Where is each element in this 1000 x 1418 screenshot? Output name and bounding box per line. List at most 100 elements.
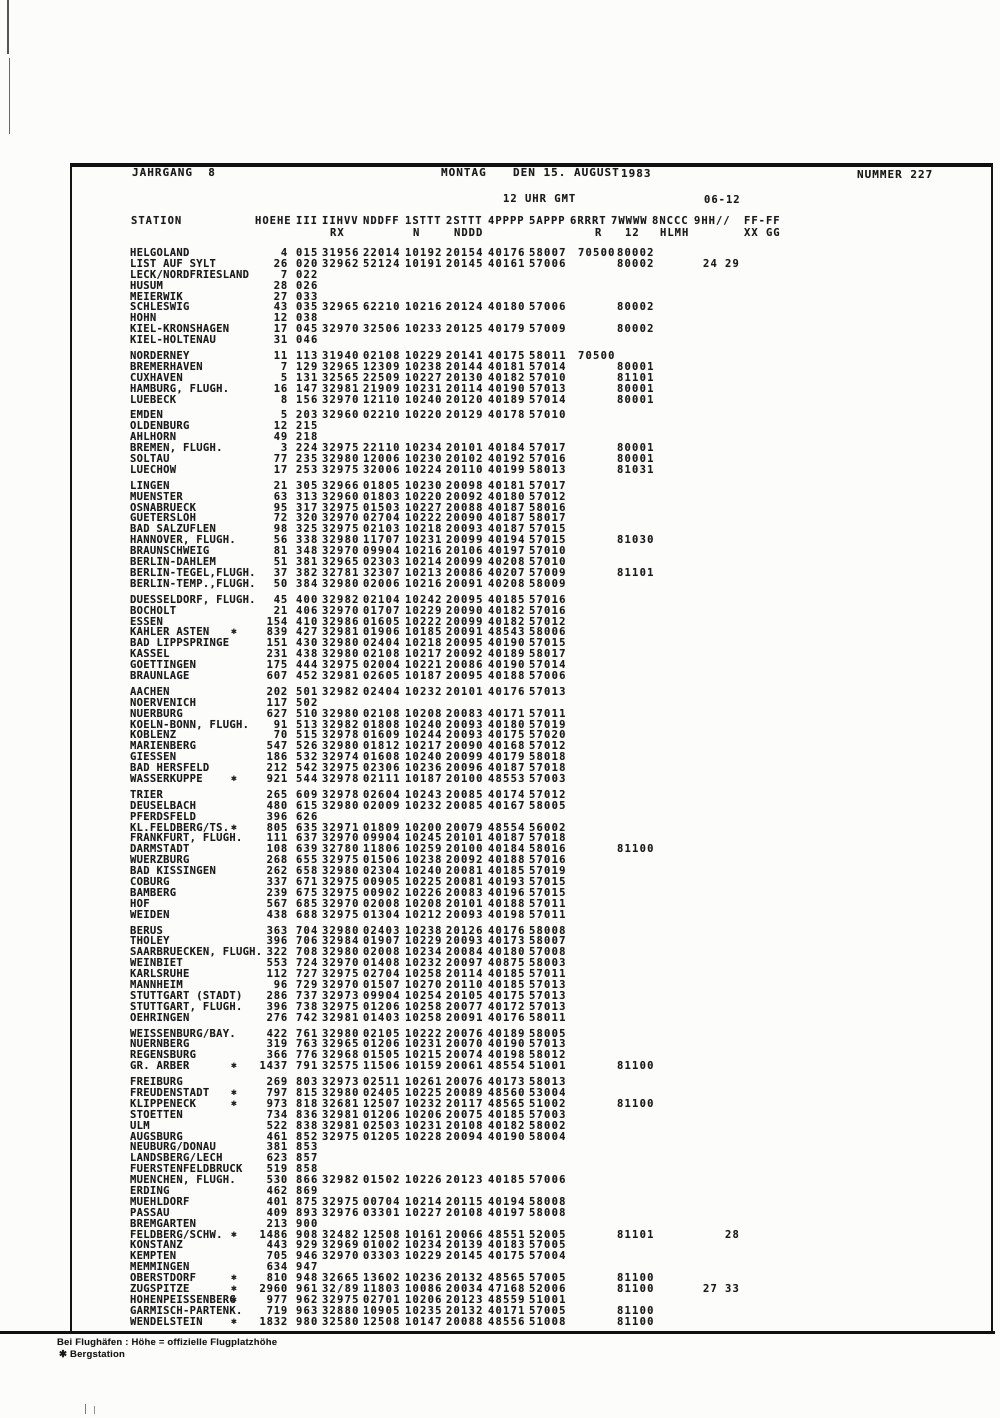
synop-group-4: 20083 bbox=[446, 707, 484, 720]
station-name: BREMERHAVEN bbox=[130, 360, 203, 373]
synop-group-5: 40182 bbox=[488, 371, 526, 384]
synop-group-5: 40185 bbox=[488, 865, 526, 878]
synop-group-1: 32780 bbox=[322, 843, 360, 856]
synop-group-5: 40188 bbox=[488, 897, 526, 910]
station-name: AACHEN bbox=[130, 685, 170, 698]
synop-group-2: 02403 bbox=[363, 924, 401, 937]
table-row: BAD SALZUFLEN 98 325 32975 02103 10218 20093 40… bbox=[0, 524, 1000, 535]
station-number: 929 bbox=[296, 1239, 319, 1252]
synop-group-4: 20099 bbox=[446, 556, 484, 569]
synop-group-8nccc: 81101 bbox=[617, 566, 655, 579]
station-number: 427 bbox=[296, 626, 319, 639]
synop-group-4: 20034 bbox=[446, 1283, 484, 1296]
station-name: BRAUNSCHWEIG bbox=[130, 545, 210, 558]
station-height: 43 bbox=[273, 301, 288, 314]
synop-group-3: 10230 bbox=[405, 479, 443, 492]
synop-group-3: 10216 bbox=[405, 545, 443, 558]
synop-group-6: 57016 bbox=[529, 604, 567, 617]
synop-group-1: 32975 bbox=[322, 1195, 360, 1208]
synop-group-6: 57020 bbox=[529, 729, 567, 742]
synop-group-1: 32970 bbox=[322, 897, 360, 910]
station-number: 501 bbox=[296, 685, 319, 698]
synop-group-2: 00905 bbox=[363, 875, 401, 888]
station-height: 70 bbox=[273, 729, 288, 742]
station-height: 45 bbox=[273, 593, 288, 606]
station-height: 72 bbox=[273, 512, 288, 525]
synop-group-3: 10218 bbox=[405, 637, 443, 650]
station-height: 81 bbox=[273, 545, 288, 558]
station-name: LUEBECK bbox=[130, 393, 177, 406]
station-height: 705 bbox=[266, 1250, 288, 1263]
synop-group-6: 51001 bbox=[529, 1293, 567, 1306]
synop-group-3: 10185 bbox=[405, 626, 443, 639]
synop-group-5: 40182 bbox=[488, 1119, 526, 1132]
synop-group-3: 10232 bbox=[405, 799, 443, 812]
station-name: WEISSENBURG/BAY. bbox=[130, 1027, 236, 1040]
col-8nccc: 8NCCC bbox=[652, 215, 689, 227]
synop-group-2: 01403 bbox=[363, 1011, 401, 1024]
synop-group-1: 32980 bbox=[322, 1087, 360, 1100]
synop-group-1: 32975 bbox=[322, 501, 360, 514]
station-number: 325 bbox=[296, 523, 319, 536]
synop-group-2: 21909 bbox=[363, 382, 401, 395]
synop-group-6: 51001 bbox=[529, 1060, 567, 1073]
table-row: THOLEY 396 706 32984 01907 10229 20093 40173 580… bbox=[0, 936, 1000, 947]
synop-group-2: 02701 bbox=[363, 1293, 401, 1306]
synop-group-2: 13602 bbox=[363, 1272, 401, 1285]
synop-group-5: 48553 bbox=[488, 772, 526, 785]
synop-group-6: 57003 bbox=[529, 772, 567, 785]
synop-group-6: 57008 bbox=[529, 946, 567, 959]
station-height: 108 bbox=[266, 843, 288, 856]
synop-group-8nccc: 80002 bbox=[617, 323, 655, 336]
bergstation-marker-icon: ✱ bbox=[231, 1087, 237, 1099]
synop-group-6: 57016 bbox=[529, 453, 567, 466]
synop-group-6: 57013 bbox=[529, 1000, 567, 1013]
synop-group-3: 10208 bbox=[405, 897, 443, 910]
synop-group-4: 20105 bbox=[446, 989, 484, 1002]
synop-group-3: 10234 bbox=[405, 946, 443, 959]
synop-group-4: 20101 bbox=[446, 685, 484, 698]
synop-group-6: 58007 bbox=[529, 247, 567, 259]
synop-group-1: 32975 bbox=[322, 1293, 360, 1306]
station-name: PFERDSFELD bbox=[130, 810, 197, 823]
synop-group-6: 58006 bbox=[529, 626, 567, 639]
table-row: GR. ARBER ✱ 1437 791 32575 11506 10159 20061 485… bbox=[0, 1060, 1000, 1073]
station-number: 026 bbox=[296, 279, 319, 292]
synop-group-8nccc: 80002 bbox=[617, 257, 655, 270]
synop-group-4: 20093 bbox=[446, 935, 484, 948]
station-height: 269 bbox=[266, 1076, 288, 1089]
synop-group-5: 40199 bbox=[488, 463, 526, 476]
synop-group-2: 01304 bbox=[363, 908, 401, 921]
station-height: 1486 bbox=[259, 1228, 288, 1241]
synop-group-4: 20089 bbox=[446, 1087, 484, 1100]
station-name: LUECHOW bbox=[130, 463, 177, 476]
synop-group-4: 20093 bbox=[446, 729, 484, 742]
masthead-weekday: MONTAG bbox=[441, 166, 487, 179]
synop-group-3: 10218 bbox=[405, 523, 443, 536]
station-name: OEHRINGEN bbox=[130, 1011, 190, 1024]
synop-group-4: 20100 bbox=[446, 772, 484, 785]
synop-group-6: 57005 bbox=[529, 1239, 567, 1252]
synop-group-5: 40181 bbox=[488, 479, 526, 492]
station-table-body: HELGOLAND 4 015 31956 22014 10192 20154 40176 58… bbox=[0, 248, 1000, 1333]
station-height: 27 bbox=[273, 290, 288, 303]
synop-group-4: 20144 bbox=[446, 360, 484, 373]
table-row: BAD HERSFELD 212 542 32975 02306 10236 20096 40… bbox=[0, 763, 1000, 774]
table-row: BRAUNSCHWEIG 81 348 32970 09904 10216 20106 401… bbox=[0, 546, 1000, 557]
station-name: STUTTGART (STADT) bbox=[130, 989, 243, 1002]
synop-group-5: 40190 bbox=[488, 659, 526, 672]
synop-group-1: 32981 bbox=[322, 1119, 360, 1132]
synop-group-6: 57015 bbox=[529, 875, 567, 888]
station-height: 3 bbox=[280, 442, 288, 455]
masthead-nummer: NUMMER 227 bbox=[857, 168, 934, 181]
station-number: 963 bbox=[296, 1304, 319, 1317]
station-height: 51 bbox=[273, 556, 288, 569]
synop-group-1: 32781 bbox=[322, 566, 360, 579]
synop-group-3: 10228 bbox=[405, 1130, 443, 1143]
synop-group-3: 10231 bbox=[405, 1038, 443, 1051]
synop-group-5: 40171 bbox=[488, 707, 526, 720]
synop-group-6: 57014 bbox=[529, 393, 567, 406]
station-number: 129 bbox=[296, 360, 319, 373]
synop-group-8nccc: 80002 bbox=[617, 301, 655, 314]
synop-group-5: 40187 bbox=[488, 762, 526, 775]
